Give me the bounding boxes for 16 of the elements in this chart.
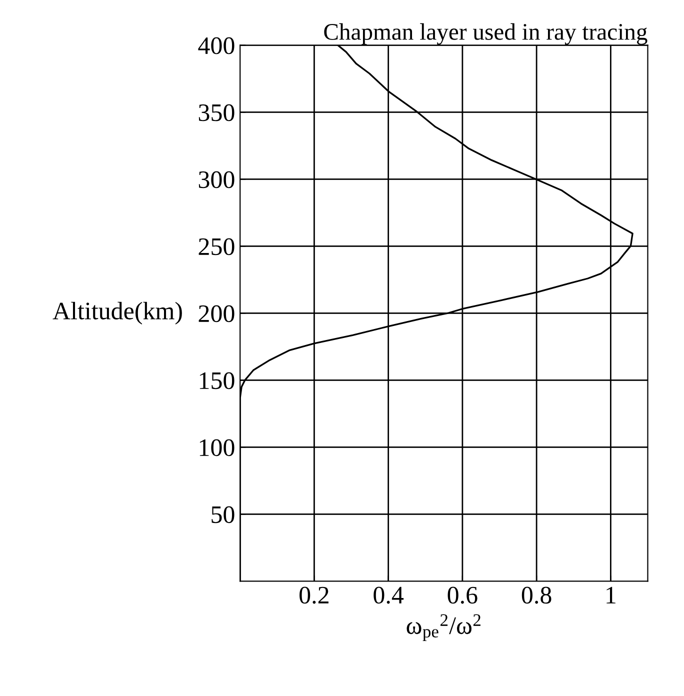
x-tick-label: 0.8 [522,586,552,604]
y-tick-label: 100 [200,439,234,456]
x-tick-label: 0.4 [374,586,404,604]
chart-title: Chapman layer used in ray tracing [324,23,648,45]
y-tick-label: 400 [198,37,234,54]
y-tick-label: 200 [198,305,234,322]
x-tick-label: 0.2 [300,586,328,604]
y-tick-label: 150 [200,372,234,390]
x-tick-label: 0.6 [448,586,478,604]
x-axis-title: ω$_{pe}$$^{2}$/ω$^{2}$ [406,614,480,642]
y-axis-title: Altitude(km) [52,302,182,325]
x-tick-label: 1 [606,586,616,604]
y-tick-label: 250 [198,238,234,256]
y-tick-label: 50 [212,506,234,524]
y-tick-label: 350 [198,104,234,122]
y-tick-label: 300 [198,171,234,188]
